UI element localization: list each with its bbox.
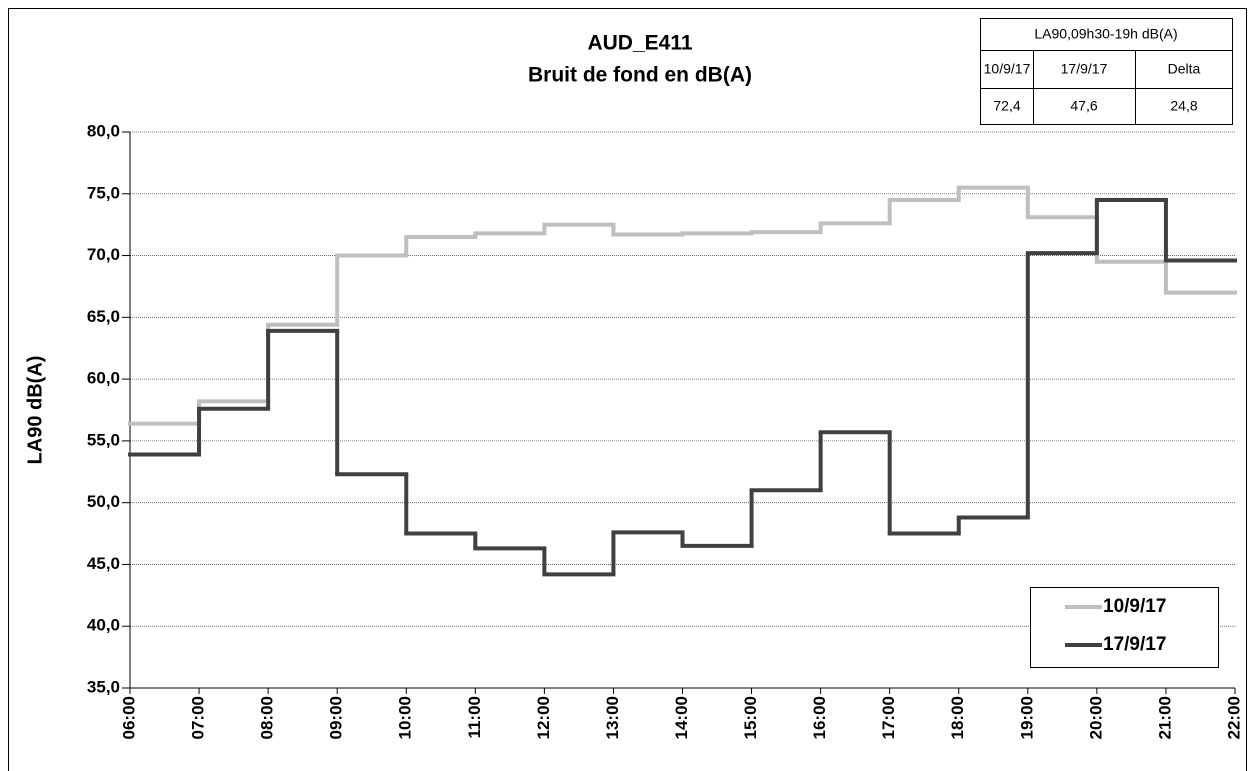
y-tick-label: 80,0	[87, 121, 120, 140]
y-tick-label: 55,0	[87, 430, 120, 449]
series	[128, 197, 1237, 577]
x-tick-label: 21:00	[1155, 696, 1174, 739]
y-axis-label: LA90 dB(A)	[24, 356, 46, 465]
x-tick-label: 16:00	[810, 696, 829, 739]
table-header: 10/9/17	[984, 61, 1031, 77]
table-border	[980, 18, 1233, 125]
x-tick-label: 13:00	[603, 696, 622, 739]
legend-label: 17/9/17	[1103, 634, 1166, 655]
x-tick-label: 06:00	[119, 696, 138, 739]
x-tick-label: 12:00	[534, 696, 553, 739]
chart-title: AUD_E411	[587, 32, 692, 55]
y-tick-label: 75,0	[87, 183, 120, 202]
y-tick-label: 50,0	[87, 492, 120, 511]
x-tick-label: 19:00	[1017, 696, 1036, 739]
x-tick-label: 08:00	[258, 696, 277, 739]
series	[128, 185, 1237, 426]
table-cell: 72,4	[993, 98, 1020, 114]
y-tick-label: 60,0	[87, 369, 120, 388]
x-tick-label: 10:00	[396, 696, 415, 739]
x-tick-label: 09:00	[327, 696, 346, 739]
legend-label: 10/9/17	[1103, 596, 1166, 617]
chart-border	[8, 8, 1247, 771]
table-title: LA90,09h30-19h dB(A)	[1034, 26, 1177, 42]
chart-subtitle: Bruit de fond en dB(A)	[528, 64, 752, 87]
y-tick-label: 45,0	[87, 554, 120, 573]
table-cell: 24,8	[1170, 98, 1197, 114]
y-tick-label: 40,0	[87, 616, 120, 635]
y-tick-label: 70,0	[87, 245, 120, 264]
x-tick-label: 17:00	[879, 696, 898, 739]
table-header: Delta	[1168, 61, 1201, 77]
x-tick-label: 11:00	[465, 696, 484, 739]
y-tick-label: 35,0	[87, 677, 120, 696]
x-tick-label: 22:00	[1224, 696, 1243, 739]
x-tick-label: 07:00	[189, 696, 208, 739]
summary-table: LA90,09h30-19h dB(A) 10/9/17 17/9/17 Del…	[980, 18, 1233, 125]
table-cell: 47,6	[1070, 98, 1097, 114]
x-tick-label: 14:00	[672, 696, 691, 739]
x-tick-label: 18:00	[948, 696, 967, 739]
x-tick-label: 20:00	[1086, 696, 1105, 739]
legend-box	[1030, 587, 1219, 668]
y-tick-label: 65,0	[87, 307, 120, 326]
table-header: 17/9/17	[1061, 61, 1108, 77]
x-tick-label: 15:00	[741, 696, 760, 739]
